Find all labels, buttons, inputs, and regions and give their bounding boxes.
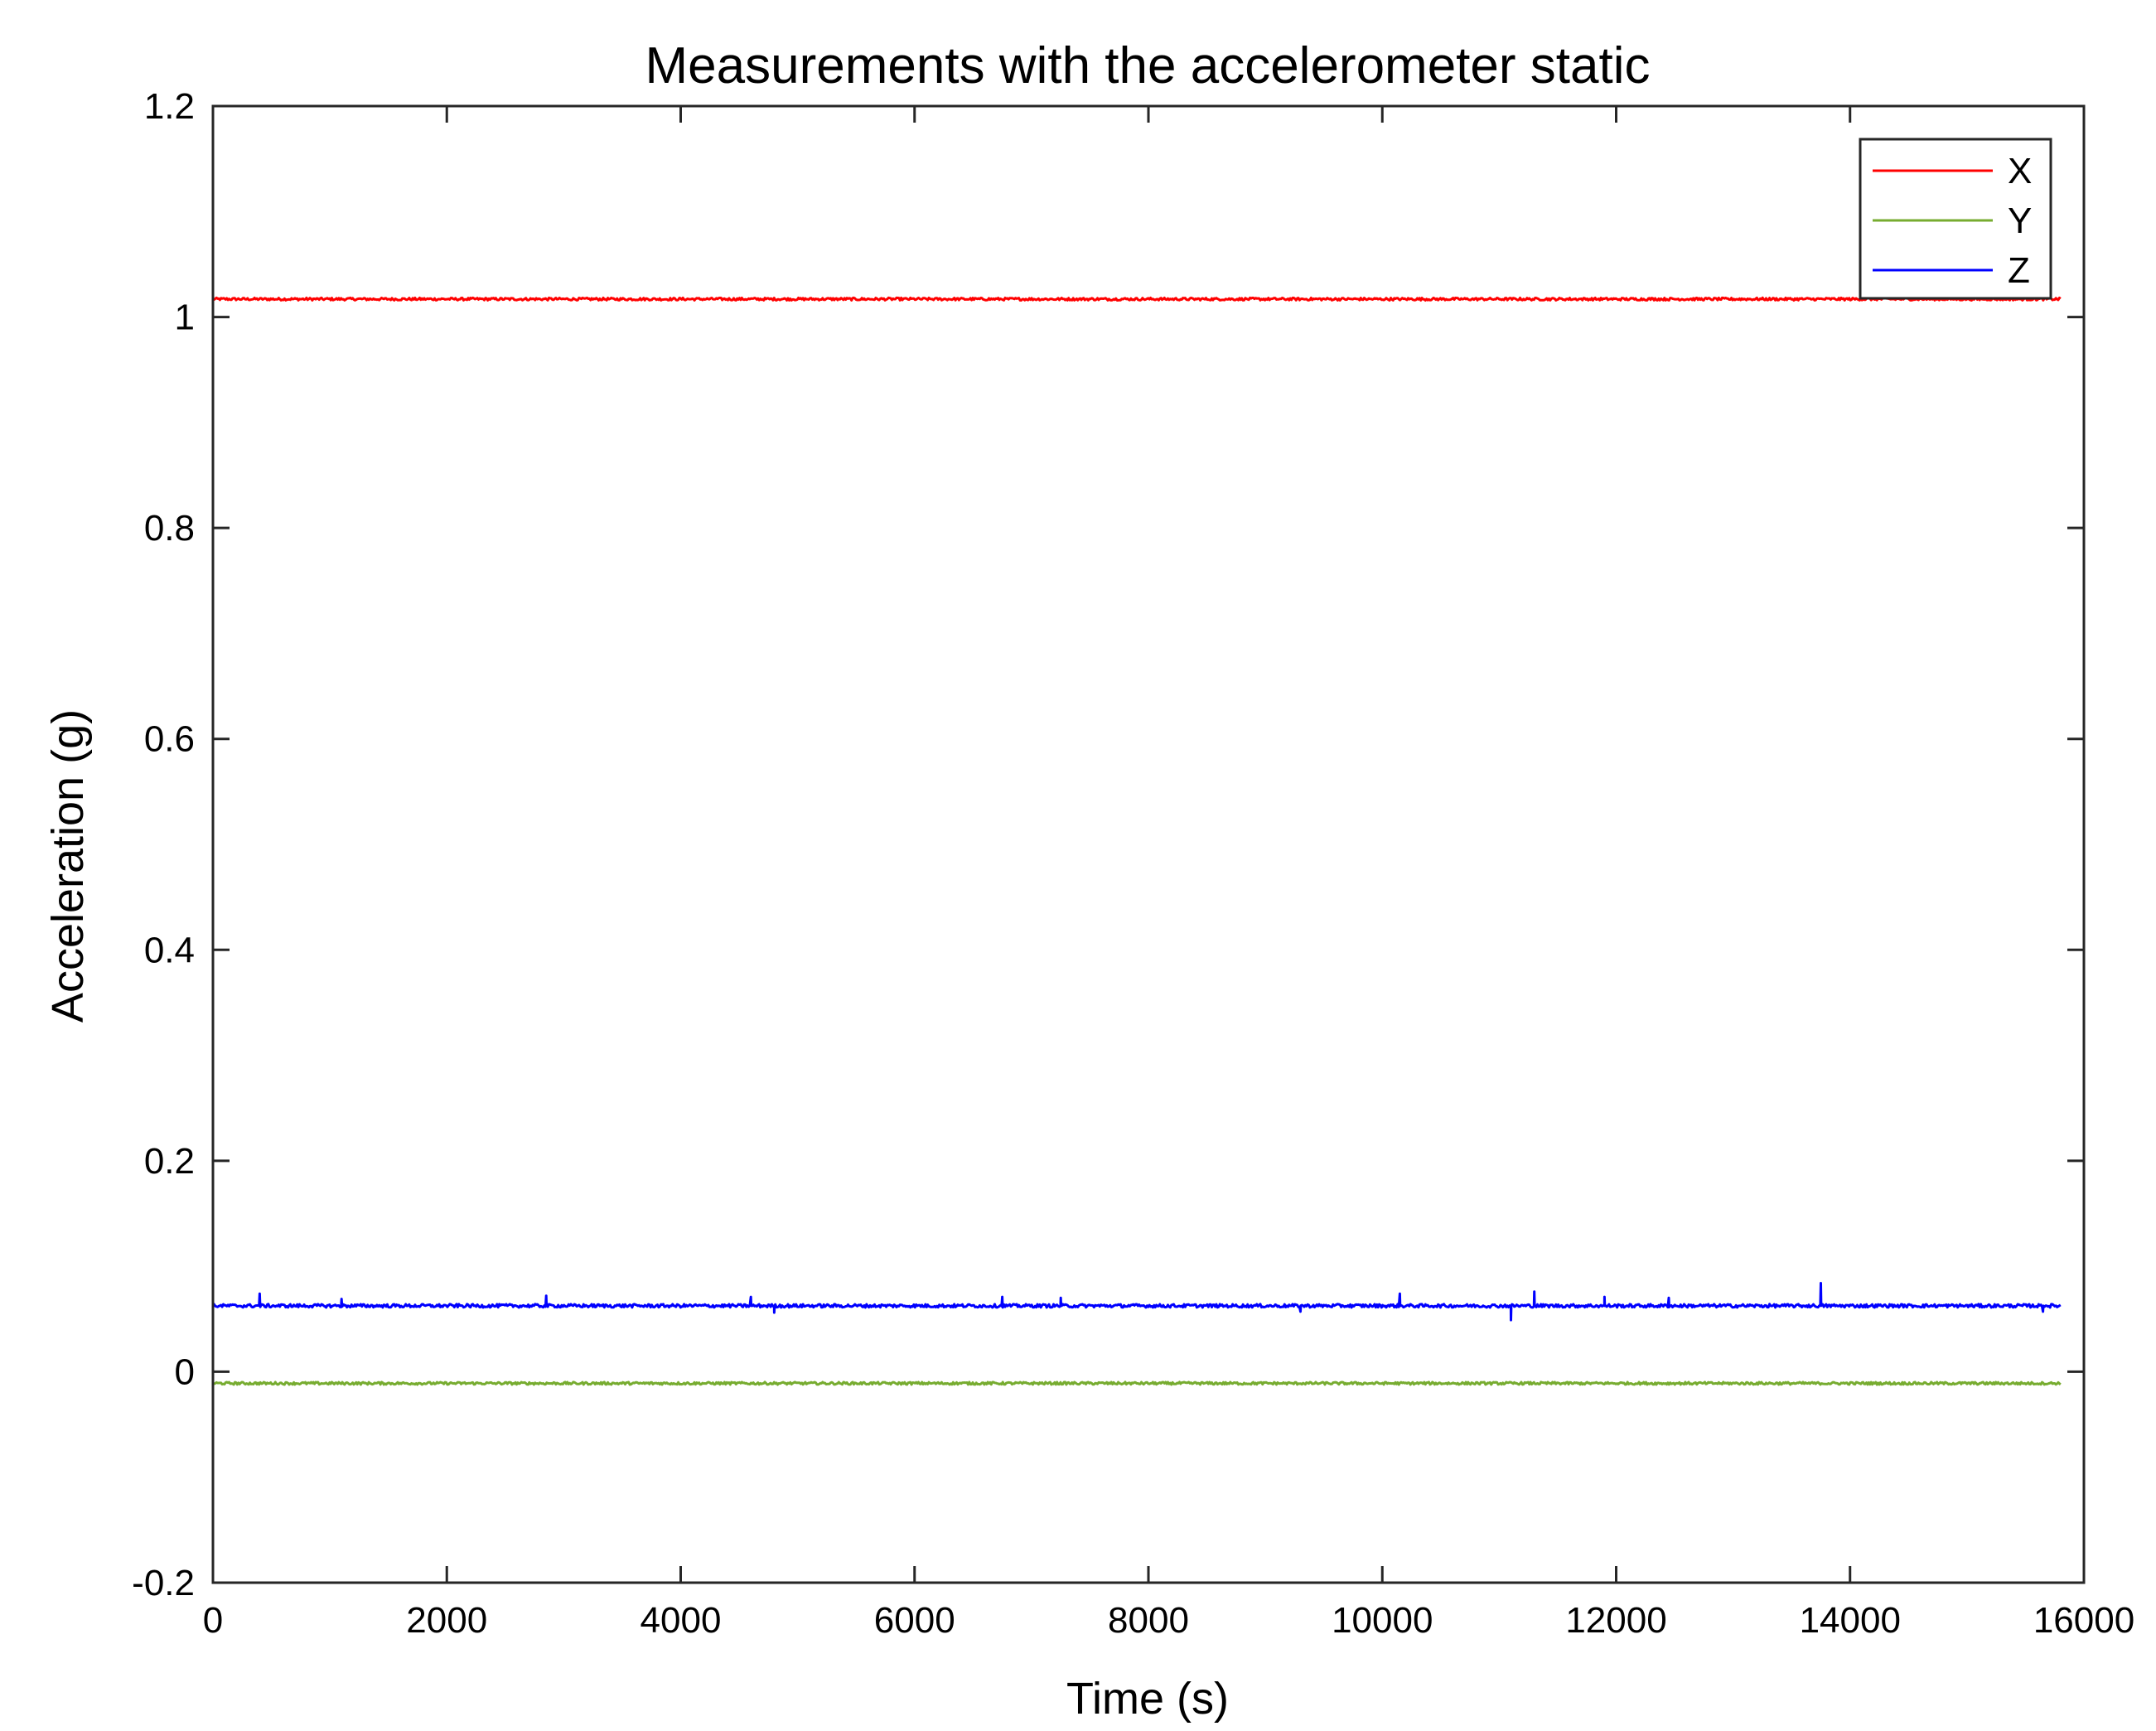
y-axis-label: Acceleration (g): [43, 709, 93, 1023]
y-tick-label: 0.6: [144, 719, 195, 760]
legend: XYZ: [1859, 138, 2052, 300]
series-line-y: [212, 1380, 2062, 1386]
y-tick-label: -0.2: [132, 1563, 195, 1603]
x-tick-label: 8000: [1108, 1600, 1189, 1641]
y-tick-label: 0.4: [144, 930, 195, 970]
x-tick-label: 6000: [874, 1600, 955, 1641]
x-tick-label: 0: [203, 1600, 223, 1641]
series-line-x: [212, 296, 2062, 302]
x-tick-label: 4000: [641, 1600, 722, 1641]
x-axis-label: Time (s): [1066, 1674, 1229, 1724]
plot-area: [212, 296, 2062, 1386]
y-tick-label: 1: [175, 297, 195, 338]
chart-title: Measurements with the accelerometer stat…: [645, 37, 1651, 94]
x-tick-label: 2000: [406, 1600, 487, 1641]
x-tick-label: 16000: [2033, 1600, 2134, 1641]
x-tick-label: 10000: [1332, 1600, 1433, 1641]
legend-box: [1859, 138, 2052, 300]
y-tick-label: 0: [175, 1351, 195, 1392]
legend-label-z: Z: [2008, 250, 2030, 291]
legend-label-y: Y: [2008, 201, 2032, 241]
y-tick-label: 0.2: [144, 1141, 195, 1182]
x-tick-label: 12000: [1565, 1600, 1666, 1641]
axes: 0 2000 4000 6000 8000 10000 12000 14000 16000 -0.…: [132, 86, 2134, 1641]
y-tick-label: 0.8: [144, 508, 195, 549]
x-tick-label: 14000: [1800, 1600, 1901, 1641]
legend-label-x: X: [2008, 151, 2032, 191]
series-line-z: [212, 1282, 2062, 1322]
y-tick-label: 1.2: [144, 86, 195, 127]
